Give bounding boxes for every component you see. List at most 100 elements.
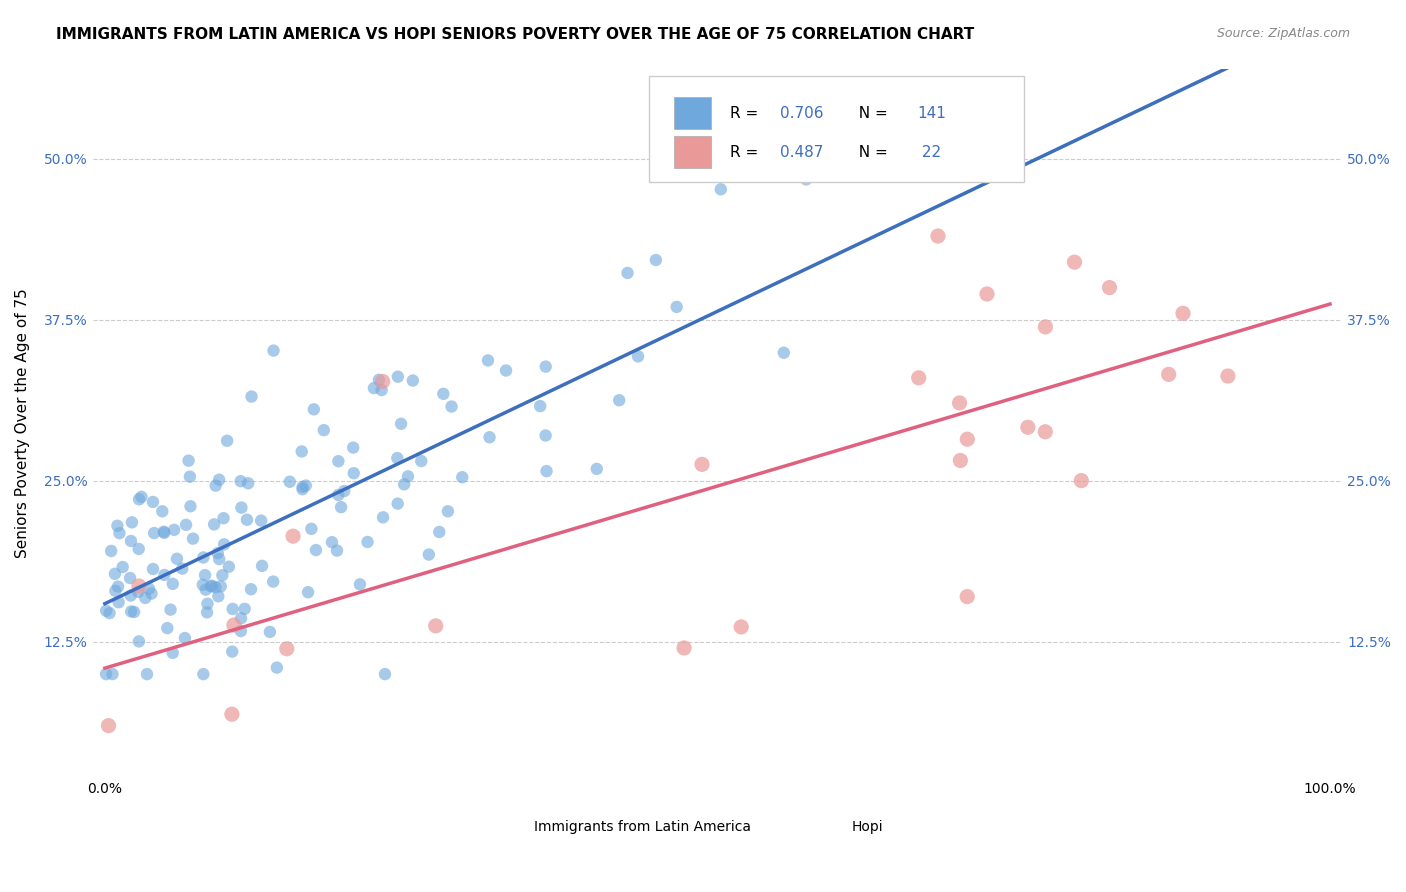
Point bbox=[107, 580, 129, 594]
Point bbox=[207, 589, 229, 603]
Point bbox=[120, 604, 142, 618]
Text: N =: N = bbox=[849, 145, 893, 160]
Point bbox=[221, 707, 243, 722]
Point bbox=[163, 523, 186, 537]
Point bbox=[134, 591, 156, 605]
Point bbox=[411, 454, 433, 468]
Point bbox=[956, 590, 979, 604]
Point bbox=[627, 350, 650, 364]
Point bbox=[259, 624, 281, 639]
Point bbox=[131, 490, 153, 504]
Point bbox=[363, 381, 385, 395]
Point bbox=[179, 469, 201, 483]
Point bbox=[328, 454, 350, 468]
Point bbox=[730, 620, 752, 634]
Point bbox=[427, 524, 450, 539]
Point bbox=[1035, 319, 1057, 334]
Point bbox=[101, 667, 124, 681]
Point bbox=[262, 574, 284, 589]
Point bbox=[321, 535, 343, 549]
Point bbox=[181, 532, 204, 546]
Point bbox=[221, 602, 243, 616]
Point bbox=[333, 483, 356, 498]
Point bbox=[177, 453, 200, 467]
Point bbox=[478, 430, 501, 444]
Point bbox=[349, 577, 371, 591]
Point bbox=[927, 229, 949, 244]
Point bbox=[665, 300, 688, 314]
Point bbox=[1063, 255, 1085, 269]
Point bbox=[141, 586, 163, 600]
Point bbox=[387, 497, 409, 511]
Point bbox=[305, 543, 328, 558]
Point bbox=[128, 541, 150, 556]
Point bbox=[291, 482, 314, 496]
Point bbox=[127, 585, 149, 599]
Text: 0.706: 0.706 bbox=[780, 105, 824, 120]
Point bbox=[143, 526, 166, 541]
Point bbox=[266, 660, 288, 674]
Point bbox=[1171, 306, 1194, 320]
Point bbox=[616, 266, 638, 280]
Point bbox=[98, 606, 121, 620]
Point bbox=[174, 517, 197, 532]
Point bbox=[291, 480, 314, 494]
FancyBboxPatch shape bbox=[673, 97, 711, 128]
Point bbox=[396, 469, 419, 483]
Point bbox=[212, 511, 235, 525]
Point bbox=[326, 543, 349, 558]
Point bbox=[1070, 474, 1092, 488]
Point bbox=[96, 604, 118, 618]
Point bbox=[100, 544, 122, 558]
Text: IMMIGRANTS FROM LATIN AMERICA VS HOPI SENIORS POVERTY OVER THE AGE OF 75 CORRELA: IMMIGRANTS FROM LATIN AMERICA VS HOPI SE… bbox=[56, 27, 974, 42]
Point bbox=[302, 402, 325, 417]
Point bbox=[402, 374, 425, 388]
Point bbox=[240, 582, 263, 597]
Point bbox=[209, 579, 232, 593]
Point bbox=[330, 500, 353, 515]
Point bbox=[128, 492, 150, 507]
Point bbox=[437, 504, 460, 518]
Point bbox=[108, 526, 131, 541]
Point bbox=[229, 474, 252, 488]
Point bbox=[162, 577, 184, 591]
Point bbox=[121, 516, 143, 530]
Point bbox=[342, 441, 364, 455]
Point bbox=[128, 634, 150, 648]
Text: 22: 22 bbox=[917, 145, 942, 160]
Text: R =: R = bbox=[730, 145, 763, 160]
Point bbox=[534, 428, 557, 442]
Point bbox=[387, 369, 409, 384]
Point bbox=[585, 462, 607, 476]
Point bbox=[297, 585, 319, 599]
Point bbox=[150, 504, 173, 518]
Point bbox=[166, 551, 188, 566]
Text: 0.487: 0.487 bbox=[780, 145, 824, 160]
Point bbox=[153, 568, 176, 582]
Point bbox=[690, 458, 713, 472]
Point bbox=[371, 510, 394, 524]
Point bbox=[229, 611, 252, 625]
Point bbox=[976, 287, 998, 301]
Point bbox=[236, 476, 259, 491]
Point bbox=[179, 500, 201, 514]
Point bbox=[644, 252, 666, 267]
Point bbox=[772, 345, 794, 359]
Point bbox=[211, 568, 233, 582]
Point bbox=[794, 172, 817, 186]
Point bbox=[299, 522, 322, 536]
Point bbox=[907, 371, 929, 385]
Point bbox=[374, 667, 396, 681]
Point bbox=[529, 399, 551, 413]
Point bbox=[173, 631, 195, 645]
Point bbox=[120, 571, 142, 585]
FancyBboxPatch shape bbox=[780, 805, 811, 830]
Point bbox=[276, 641, 298, 656]
Point bbox=[208, 552, 231, 566]
Point bbox=[156, 621, 179, 635]
Point bbox=[392, 477, 415, 491]
Point bbox=[159, 602, 181, 616]
Point bbox=[94, 667, 117, 681]
FancyBboxPatch shape bbox=[673, 136, 711, 168]
Point bbox=[948, 396, 970, 410]
